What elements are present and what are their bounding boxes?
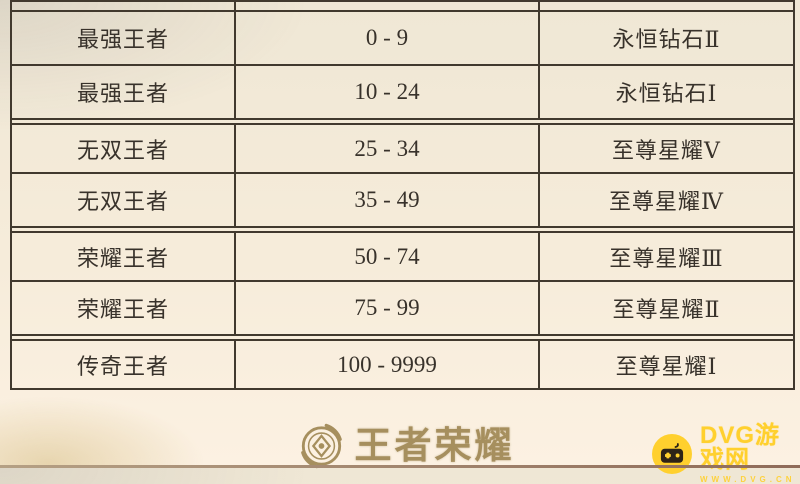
tier-cell: 传奇王者 [76,353,169,379]
star-range-cell: 35 - 49 [234,174,538,226]
tier-cell [12,2,234,10]
star-range-cell: 10 - 24 [234,66,538,118]
table-row: 最强王者 10 - 24 永恒钻石Ⅰ [12,64,793,118]
table-row: 荣耀王者 50 - 74 至尊星耀Ⅲ [12,226,793,280]
tier-cell: 无双王者 [76,137,169,163]
new-tier-cell: 永恒钻石Ⅰ [538,66,793,118]
new-tier-cell: 至尊星耀Ⅰ [538,341,793,388]
tier-cell: 无双王者 [76,189,169,214]
cropped-top-row [12,0,793,10]
new-tier-cell: 至尊星耀Ⅱ [538,282,793,334]
logo-text: 王者荣耀 [354,425,515,467]
new-tier-cell: 永恒钻石Ⅱ [538,12,793,64]
tier-cell: 最强王者 [76,27,169,52]
honor-of-kings-logo: 王者荣耀 [298,423,514,469]
site-watermark: DVG游戏网 WWW.DVG.CN [652,424,800,484]
star-range-cell: 100 - 9999 [234,341,538,388]
new-tier-cell [538,2,793,10]
table-row: 无双王者 25 - 34 至尊星耀Ⅴ [12,118,793,172]
new-tier-cell: 至尊星耀Ⅳ [538,174,793,226]
gamepad-icon [652,434,692,474]
star-range-cell: 75 - 99 [234,282,538,334]
hok-emblem-icon [298,423,344,469]
tier-cell: 荣耀王者 [76,245,169,271]
photo-bottom-edge [0,465,800,468]
rank-conversion-table: 最强王者 0 - 9 永恒钻石Ⅱ 最强王者 10 - 24 永恒钻石Ⅰ 无双王者… [10,0,795,390]
tier-cell: 最强王者 [76,81,169,106]
star-range-cell: 0 - 9 [234,12,538,64]
table-row: 荣耀王者 75 - 99 至尊星耀Ⅱ [12,280,793,334]
table-row: 最强王者 0 - 9 永恒钻石Ⅱ [12,10,793,64]
new-tier-cell: 至尊星耀Ⅴ [538,125,793,172]
new-tier-cell: 至尊星耀Ⅲ [538,233,793,280]
table-row: 传奇王者 100 - 9999 至尊星耀Ⅰ [12,334,793,388]
tier-cell: 荣耀王者 [76,297,169,322]
star-range-cell: 25 - 34 [234,125,538,172]
watermark-site-url: WWW.DVG.CN [700,475,796,484]
star-range-cell: 50 - 74 [234,233,538,280]
table-row: 无双王者 35 - 49 至尊星耀Ⅳ [12,172,793,226]
star-range-cell [234,2,538,10]
